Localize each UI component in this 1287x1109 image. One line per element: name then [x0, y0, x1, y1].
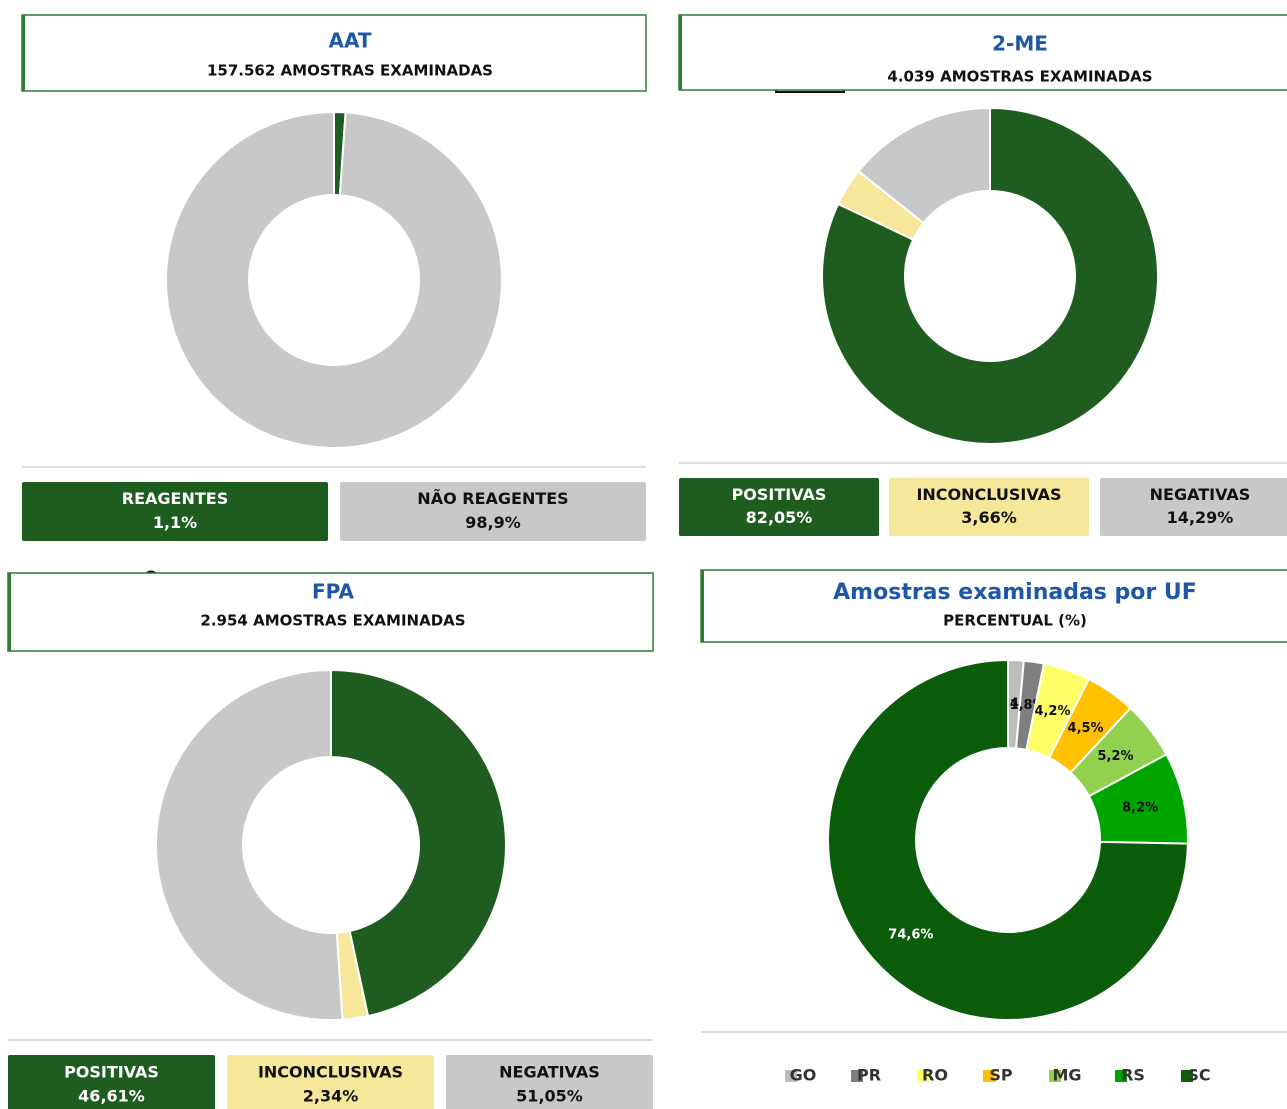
chart-subtitle: 4.039 AMOSTRAS EXAMINADAS	[887, 68, 1152, 86]
category-name: POSITIVAS	[64, 1063, 159, 1082]
legend-swatch	[785, 1070, 797, 1082]
donut-slice	[827, 658, 1189, 1021]
donut-slice	[165, 110, 503, 449]
category-name: INCONCLUSIVAS	[916, 485, 1061, 504]
category-box	[227, 1055, 434, 1109]
category-box	[340, 482, 646, 541]
legend-swatch	[851, 1070, 863, 1082]
chart-title: Amostras examinadas por UF	[833, 580, 1197, 605]
slice-label: 4,5%	[1068, 721, 1104, 736]
category-box	[446, 1055, 653, 1109]
chart-subtitle: 157.562 AMOSTRAS EXAMINADAS	[207, 62, 493, 80]
category-value: 1,1%	[153, 513, 197, 532]
category-name: NEGATIVAS	[499, 1063, 600, 1082]
legend-label: RO	[922, 1066, 948, 1085]
slice-label: 5,2%	[1098, 749, 1134, 764]
legend-swatch	[917, 1070, 929, 1082]
legend-label: RS	[1121, 1066, 1145, 1085]
slice-label: 74,6%	[888, 928, 933, 943]
header-box	[700, 569, 1287, 643]
header-box	[678, 14, 1287, 91]
category-box	[8, 1055, 215, 1109]
chart-subtitle: PERCENTUAL (%)	[943, 612, 1087, 630]
legend-swatch	[1181, 1070, 1193, 1082]
legend-label: MG	[1052, 1066, 1081, 1085]
category-box	[1100, 478, 1287, 536]
legend-swatch	[1115, 1070, 1127, 1082]
chart-title: 2-ME	[992, 32, 1048, 56]
category-name: NÃO REAGENTES	[417, 489, 568, 508]
header-accent	[679, 15, 682, 90]
donut-slice	[857, 106, 991, 225]
category-value: 2,34%	[303, 1087, 359, 1106]
header-accent	[22, 15, 25, 91]
category-value: 3,66%	[961, 508, 1017, 527]
category-name: REAGENTES	[122, 489, 228, 508]
chart-subtitle: 2.954 AMOSTRAS EXAMINADAS	[200, 612, 465, 630]
header-box	[7, 572, 654, 652]
header-accent	[701, 570, 704, 642]
category-value: 46,61%	[78, 1087, 145, 1106]
header-box	[21, 14, 647, 92]
category-value: 82,05%	[746, 508, 813, 527]
donut-slice	[155, 668, 344, 1021]
chart-title: FPA	[312, 580, 354, 604]
category-value: 51,05%	[516, 1087, 583, 1106]
legend-label: PR	[857, 1066, 881, 1085]
category-box	[22, 482, 328, 541]
legend-swatch	[983, 1070, 995, 1082]
legend-swatch	[1049, 1070, 1061, 1082]
category-value: 14,29%	[1167, 508, 1234, 527]
category-box	[679, 478, 879, 536]
legend-label: SC	[1187, 1066, 1210, 1085]
category-name: NEGATIVAS	[1150, 485, 1251, 504]
category-name: INCONCLUSIVAS	[258, 1063, 403, 1082]
chart-title: AAT	[328, 29, 371, 53]
slice-label: 8,2%	[1122, 801, 1158, 816]
donut-slice	[330, 668, 508, 1018]
donut-slice	[821, 106, 1159, 445]
category-value: 98,9%	[465, 513, 521, 532]
category-box	[889, 478, 1089, 536]
slice-label: 4,2%	[1034, 704, 1070, 719]
legend-label: GO	[790, 1066, 817, 1085]
legend-label: SP	[989, 1066, 1013, 1085]
category-name: POSITIVAS	[732, 485, 827, 504]
header-accent	[8, 573, 11, 651]
